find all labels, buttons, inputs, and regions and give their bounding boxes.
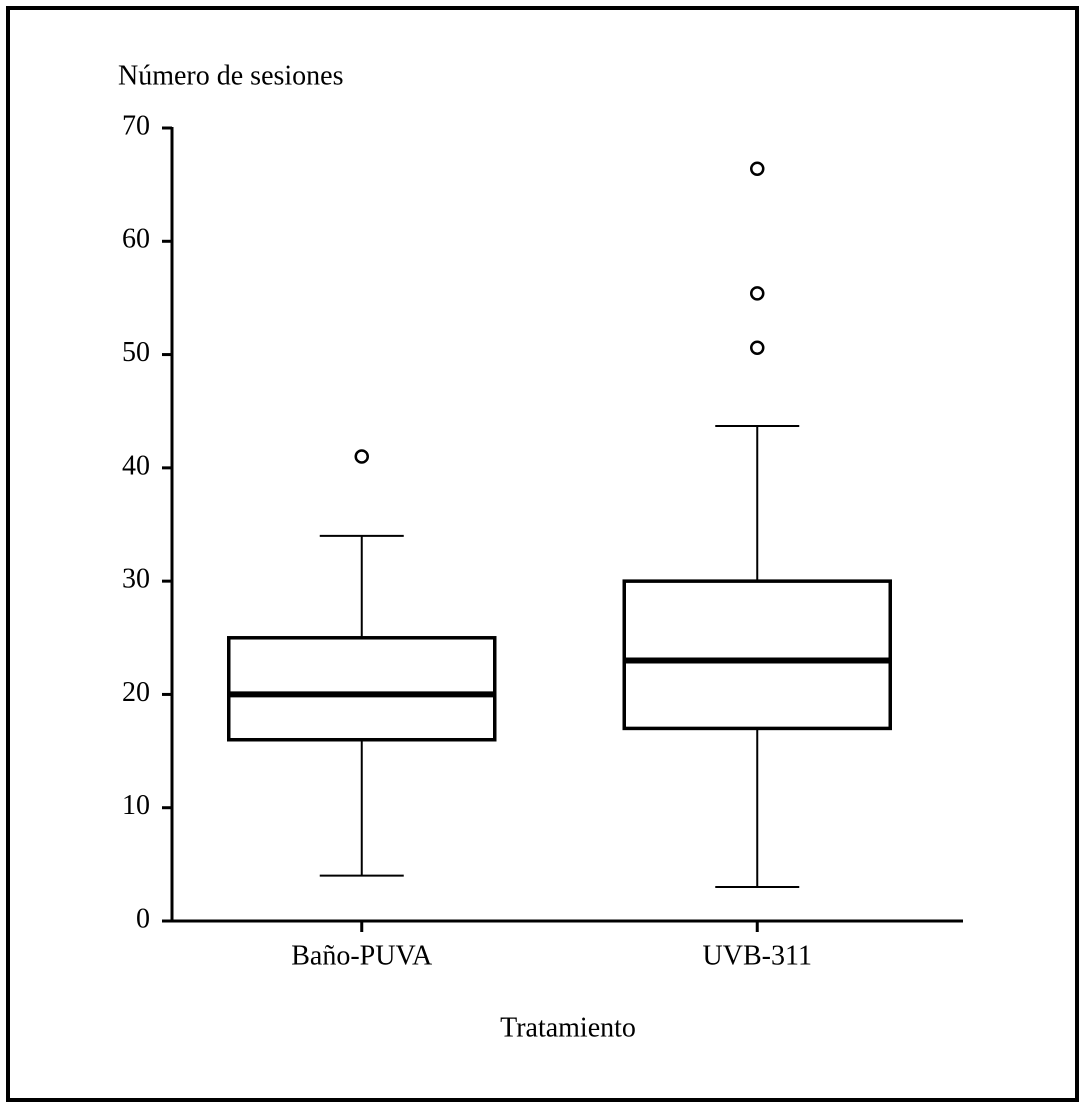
frame [6, 6, 1079, 1102]
y-tick-label: 60 [122, 224, 150, 255]
outlier [354, 449, 369, 464]
box [227, 636, 497, 742]
box [622, 579, 892, 731]
outlier [750, 340, 765, 356]
y-tick-label: 20 [122, 677, 150, 708]
outlier [750, 161, 765, 177]
x-tick-label: Baño-PUVA [291, 940, 433, 971]
y-tick-label: 50 [122, 337, 150, 368]
outlier [750, 286, 765, 301]
x-axis-label: Tratamiento [500, 1012, 636, 1043]
y-tick-label: 10 [122, 790, 150, 821]
y-tick-label: 70 [122, 110, 150, 141]
y-axis-label: Número de sesiones [118, 60, 344, 91]
y-tick-label: 0 [136, 903, 150, 934]
y-tick-label: 30 [122, 564, 150, 595]
y-tick-label: 40 [122, 450, 150, 481]
x-tick-label: UVB-311 [703, 940, 812, 971]
